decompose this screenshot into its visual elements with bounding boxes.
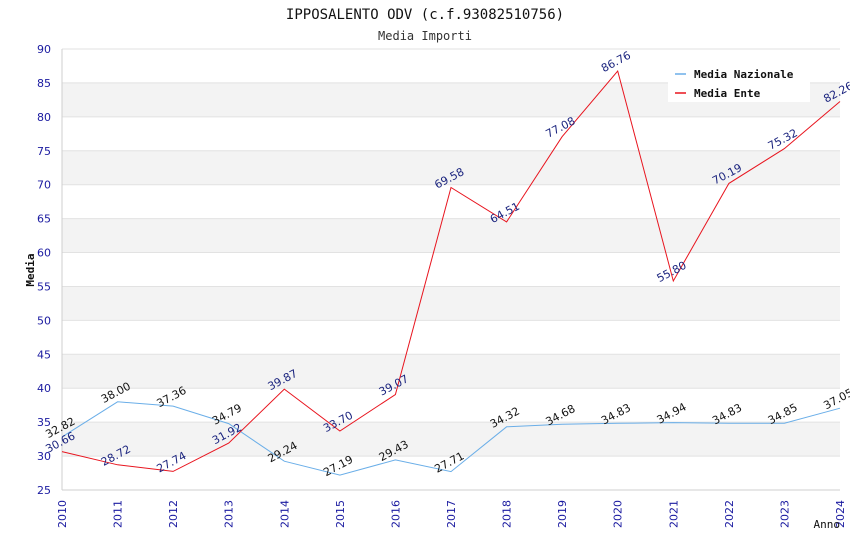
y-tick-label: 80 [37,111,51,124]
y-tick-label: 60 [37,247,51,260]
x-tick-label: 2022 [723,500,736,528]
legend-label-media-nazionale: Media Nazionale [694,68,794,81]
series-lines [61,69,841,476]
background-bands [62,49,840,490]
x-tick-label: 2013 [223,500,236,528]
band-40 [62,354,840,389]
y-tick-labels: 25 30 35 40 45 50 55 60 65 70 75 80 85 90 [37,43,51,497]
x-tick-label: 2011 [112,500,125,528]
x-tick-labels: 2010 2011 2012 2013 2014 2015 2016 2017 2018 2019… [56,500,847,528]
band-30 [62,422,840,457]
y-tick-label: 35 [37,416,51,429]
legend-box [668,60,810,102]
y-tick-label: 75 [37,145,51,158]
series-line-media-ente [61,69,841,472]
x-tick-label: 2016 [389,500,402,528]
x-tick-label: 2017 [445,500,458,528]
y-tick-label: 70 [37,179,51,192]
y-tick-label: 40 [37,382,51,395]
band-65 [62,184,840,219]
y-tick-label: 45 [37,348,51,361]
band-45 [62,320,840,355]
x-tick-label: 2015 [334,500,347,528]
x-tick-label: 2012 [167,500,180,528]
x-tick-label: 2018 [501,500,514,528]
x-tick-label: 2014 [278,500,291,528]
band-60 [62,218,840,253]
band-75 [62,116,840,151]
y-tick-label: 25 [37,484,51,497]
x-tick-label: 2019 [556,500,569,528]
y-tick-label: 65 [37,213,51,226]
legend-label-media-ente: Media Ente [694,87,761,100]
y-tick-label: 30 [37,450,51,463]
y-tick-label: 55 [37,280,51,293]
y-tick-label: 85 [37,77,51,90]
x-tick-label: 2023 [778,500,791,528]
axes [61,49,840,491]
band-50 [62,286,840,321]
x-tick-label: 2020 [612,500,625,528]
x-tick-label: 2024 [834,500,847,528]
x-tick-label: 2010 [56,500,69,528]
band-55 [62,252,840,287]
y-tick-label: 50 [37,314,51,327]
series-line-media-nazionale [61,401,841,476]
y-axis-label: Media [24,253,37,286]
chart-title: IPPOSALENTO ODV (c.f.93082510756) [286,7,564,23]
chart-subtitle: Media Importi [378,29,472,43]
band-70 [62,150,840,185]
x-axis-label: Anno [814,518,841,531]
band-35 [62,388,840,423]
x-tick-label: 2021 [667,500,680,528]
y-tick-label: 90 [37,43,51,56]
legend: Media Nazionale Media Ente [668,60,810,102]
